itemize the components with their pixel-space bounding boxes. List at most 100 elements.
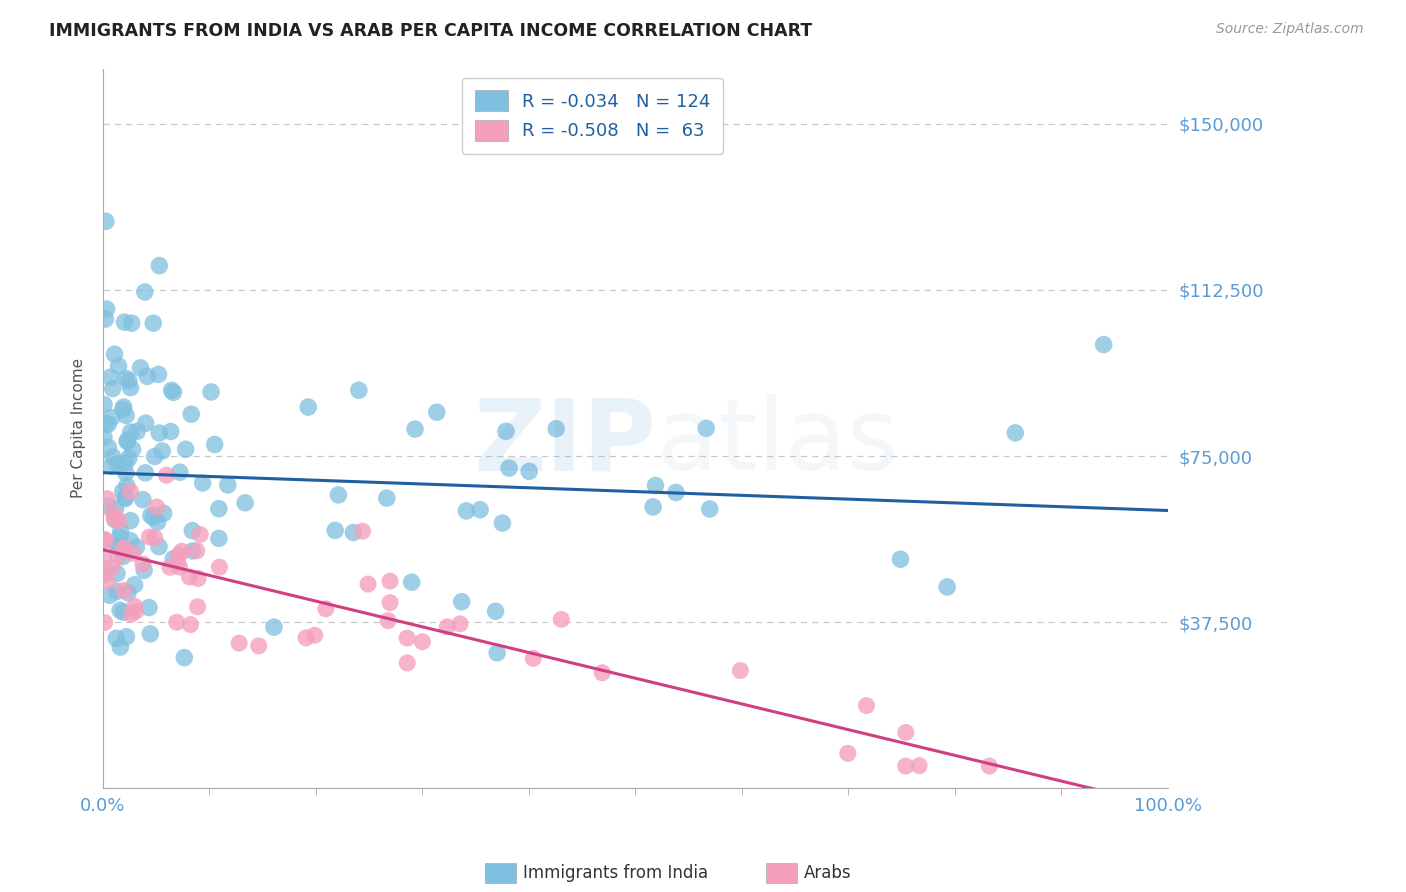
Point: [233, 496, 256, 510]
Point: [107, 457, 129, 471]
Point: [162, 551, 184, 566]
Point: [550, 612, 572, 626]
Point: [347, 383, 370, 397]
Point: [108, 603, 131, 617]
Point: [93, 551, 115, 566]
Point: [107, 549, 129, 564]
Point: [378, 596, 401, 610]
Point: [908, 758, 931, 772]
Legend: R = -0.034   N = 124, R = -0.508   N =  63: R = -0.034 N = 124, R = -0.508 N = 63: [463, 78, 723, 153]
Point: [93, 430, 115, 444]
Point: [135, 416, 157, 430]
Point: [93, 567, 115, 582]
Point: [191, 475, 214, 490]
Text: ZIP: ZIP: [474, 394, 657, 491]
Point: [204, 437, 226, 451]
Point: [97, 440, 120, 454]
Point: [115, 409, 138, 423]
Point: [159, 560, 181, 574]
Point: [94, 417, 117, 431]
Point: [328, 488, 350, 502]
Point: [103, 512, 125, 526]
Point: [118, 374, 141, 388]
Point: [517, 464, 540, 478]
Point: [217, 478, 239, 492]
Point: [120, 607, 142, 622]
Point: [180, 407, 202, 421]
Text: Immigrants from India: Immigrants from India: [523, 864, 709, 882]
Point: [208, 560, 231, 574]
Point: [166, 555, 188, 569]
Point: [136, 369, 159, 384]
Point: [186, 544, 208, 558]
Point: [143, 450, 166, 464]
Point: [342, 525, 364, 540]
Point: [112, 400, 135, 414]
Point: [114, 542, 136, 557]
Point: [93, 398, 115, 412]
Point: [730, 664, 752, 678]
Point: [142, 316, 165, 330]
Point: [173, 650, 195, 665]
Point: [111, 549, 134, 564]
Point: [121, 442, 143, 457]
Point: [111, 484, 134, 499]
Point: [127, 425, 149, 439]
Point: [121, 546, 143, 560]
Point: [295, 631, 318, 645]
Point: [125, 604, 148, 618]
Point: [107, 359, 129, 373]
Point: [187, 572, 209, 586]
Point: [181, 524, 204, 538]
Text: Source: ZipAtlas.com: Source: ZipAtlas.com: [1216, 22, 1364, 37]
Point: [118, 451, 141, 466]
Point: [139, 627, 162, 641]
Point: [112, 605, 135, 619]
Point: [104, 501, 127, 516]
Point: [486, 646, 509, 660]
Point: [352, 524, 374, 538]
Point: [114, 456, 136, 470]
Point: [396, 656, 419, 670]
Point: [120, 381, 142, 395]
Point: [117, 434, 139, 448]
Text: atlas: atlas: [657, 394, 898, 491]
Point: [115, 434, 138, 449]
Point: [103, 347, 125, 361]
Point: [134, 563, 156, 577]
Point: [894, 725, 917, 739]
Point: [208, 501, 231, 516]
Point: [160, 384, 183, 398]
Point: [152, 506, 174, 520]
Point: [120, 533, 142, 548]
Point: [468, 502, 491, 516]
Point: [643, 500, 665, 514]
Point: [105, 584, 128, 599]
Point: [94, 214, 117, 228]
Point: [699, 502, 721, 516]
Point: [522, 651, 544, 665]
Point: [142, 510, 165, 524]
Point: [148, 540, 170, 554]
Point: [134, 285, 156, 299]
Point: [396, 631, 419, 645]
Point: [401, 575, 423, 590]
Point: [94, 312, 117, 326]
Point: [110, 524, 132, 539]
Point: [94, 533, 117, 548]
Point: [228, 636, 250, 650]
Point: [124, 578, 146, 592]
Point: [114, 490, 136, 504]
Point: [449, 616, 471, 631]
Point: [115, 630, 138, 644]
Point: [375, 491, 398, 505]
Point: [179, 617, 201, 632]
Point: [495, 425, 517, 439]
Point: [1092, 337, 1115, 351]
Point: [132, 492, 155, 507]
Point: [357, 577, 380, 591]
Point: [105, 539, 128, 553]
Point: [115, 479, 138, 493]
Point: [889, 552, 911, 566]
Point: [117, 586, 139, 600]
